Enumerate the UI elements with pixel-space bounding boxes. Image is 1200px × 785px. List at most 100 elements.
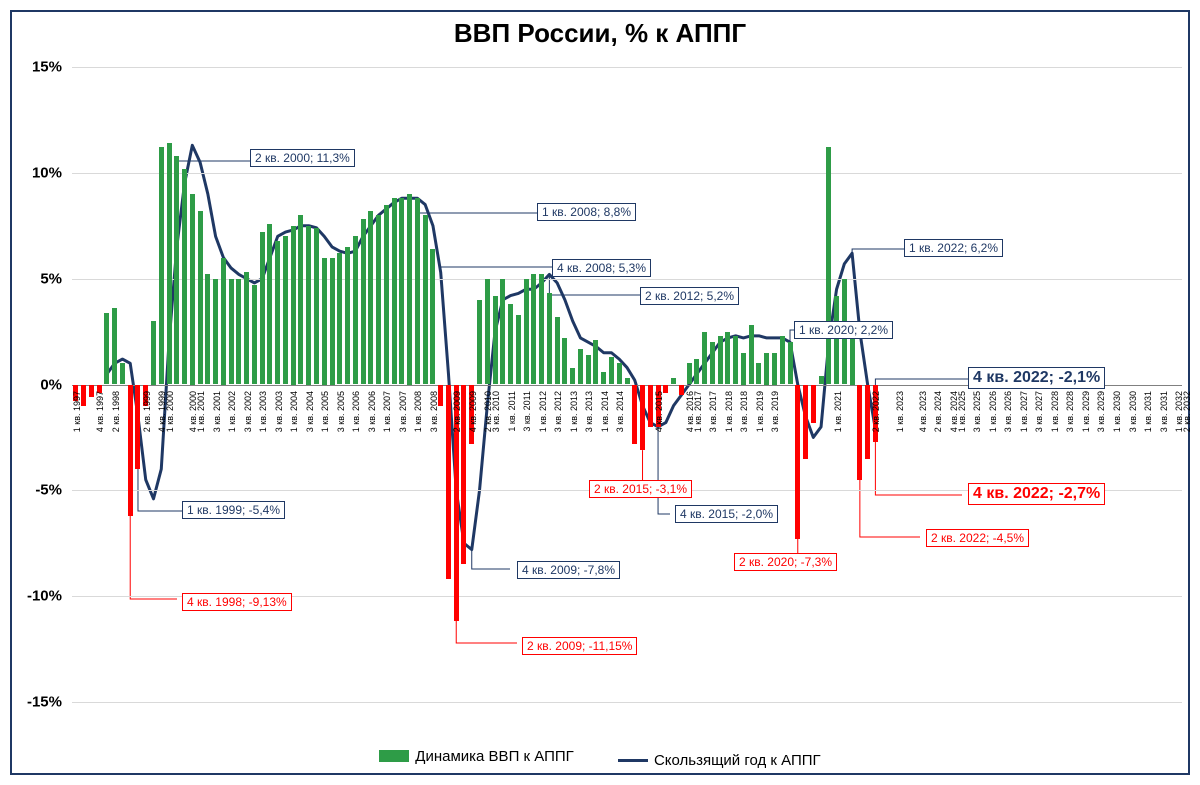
xtick-label: 3 кв. 2017 <box>708 391 718 511</box>
xtick-label: 1 кв. 2023 <box>895 391 905 511</box>
xtick-label: 3 кв. 2012 <box>553 391 563 511</box>
data-bar <box>190 194 195 385</box>
xtick-label: 1 кв. 2004 <box>289 391 299 511</box>
data-bar <box>306 226 311 385</box>
data-bar <box>174 156 179 385</box>
ytick-label: 15% <box>12 59 62 76</box>
xtick-label: 1 кв. 2008 <box>413 391 423 511</box>
data-bar <box>687 363 692 384</box>
xtick-label: 1 кв. 2017 <box>693 391 703 511</box>
data-bar <box>337 253 342 384</box>
callout-label: 2 кв. 2012; 5,2% <box>640 287 739 305</box>
data-bar <box>430 249 435 384</box>
callout-label: 4 кв. 2022; -2,1% <box>968 367 1105 389</box>
xtick-label: 3 кв. 2003 <box>274 391 284 511</box>
xtick-label: 1 кв. 2030 <box>1112 391 1122 511</box>
data-bar <box>749 325 754 384</box>
xtick-label: 3 кв. 2008 <box>429 391 439 511</box>
data-bar <box>213 279 218 385</box>
gridline <box>72 67 1182 68</box>
xtick-label: 1 кв. 2003 <box>258 391 268 511</box>
data-bar <box>702 332 707 385</box>
xtick-label: 3 кв. 2001 <box>212 391 222 511</box>
data-bar <box>524 279 529 385</box>
data-bar <box>780 336 785 385</box>
data-bar <box>353 236 358 384</box>
data-bar <box>399 198 404 384</box>
data-bar <box>562 338 567 385</box>
callout-label: 2 кв. 2022; -4,5% <box>926 529 1029 547</box>
xtick-label: 3 кв. 2031 <box>1159 391 1169 511</box>
data-bar <box>570 368 575 385</box>
data-bar <box>198 211 203 385</box>
xtick-label: 1 кв. 2005 <box>320 391 330 511</box>
data-bar <box>330 258 335 385</box>
legend-line-label: Скользящий год к АППГ <box>654 752 821 769</box>
data-bar <box>314 228 319 385</box>
callout-label: 2 кв. 2020; -7,3% <box>734 553 837 571</box>
xtick-label: 1 кв. 2013 <box>569 391 579 511</box>
legend-swatch-bar <box>379 750 409 762</box>
data-bar <box>539 274 544 384</box>
data-bar <box>671 378 676 384</box>
callout-label: 1 кв. 2020; 2,2% <box>794 321 893 339</box>
xtick-label: 2 кв. 2009 <box>452 391 462 511</box>
data-bar <box>586 355 591 385</box>
xtick-label: 1 кв. 1997 <box>72 391 82 511</box>
callout-label: 1 кв. 2022; 6,2% <box>904 239 1003 257</box>
callout-label: 4 кв. 2022; -2,7% <box>968 483 1105 505</box>
data-bar <box>446 385 451 580</box>
data-bar <box>593 340 598 384</box>
data-bar <box>128 385 133 516</box>
data-bar <box>547 293 552 384</box>
chart-title: ВВП России, % к АППГ <box>12 18 1188 49</box>
xtick-label: 1 кв. 2018 <box>724 391 734 511</box>
xtick-label: 2 кв. 2022 <box>871 391 881 511</box>
xtick-label: 3 кв. 2030 <box>1128 391 1138 511</box>
legend: Динамика ВВП к АППГ Скользящий год к АПП… <box>12 748 1188 770</box>
ytick-label: 10% <box>12 164 62 181</box>
data-bar <box>229 279 234 385</box>
legend-item-line: Скользящий год к АППГ <box>618 752 821 769</box>
xtick-label: 4 кв. 1997 <box>95 391 105 511</box>
data-bar <box>291 226 296 385</box>
xtick-label: 3 кв. 2002 <box>243 391 253 511</box>
ytick-label: -10% <box>12 588 62 605</box>
data-bar <box>275 241 280 385</box>
data-bar <box>733 336 738 385</box>
callout-label: 4 кв. 2015; -2,0% <box>675 505 778 523</box>
data-bar <box>788 342 793 384</box>
data-bar <box>826 147 831 384</box>
legend-swatch-line <box>618 759 648 762</box>
gridline <box>72 173 1182 174</box>
data-bar <box>89 385 94 398</box>
data-bar <box>236 279 241 385</box>
xtick-label: 1 кв. 2021 <box>833 391 843 511</box>
callout-label: 2 кв. 2009; -11,15% <box>522 637 637 655</box>
ytick-label: -15% <box>12 694 62 711</box>
data-bar <box>298 215 303 384</box>
xtick-label: 3 кв. 2006 <box>367 391 377 511</box>
xtick-label: 4 кв. 2009 <box>468 391 478 511</box>
data-bar <box>267 224 272 385</box>
data-bar <box>516 315 521 385</box>
xtick-label: 1 кв. 2007 <box>382 391 392 511</box>
xtick-label: 3 кв. 2004 <box>305 391 315 511</box>
data-bar <box>244 272 249 384</box>
data-bar <box>493 296 498 385</box>
callout-label: 2 кв. 2015; -3,1% <box>589 480 692 498</box>
xtick-label: 2 кв. 2032 <box>1182 391 1192 511</box>
data-bar <box>718 336 723 385</box>
data-bar <box>772 353 777 385</box>
data-bar <box>710 342 715 384</box>
xtick-label: 3 кв. 2019 <box>770 391 780 511</box>
data-bar <box>508 304 513 384</box>
data-bar <box>376 215 381 384</box>
data-bar <box>795 385 800 540</box>
data-bar <box>461 385 466 565</box>
data-bar <box>834 296 839 385</box>
xtick-label: 2 кв. 1998 <box>111 391 121 511</box>
data-bar <box>648 385 653 427</box>
data-bar <box>857 385 862 480</box>
data-bar <box>104 313 109 385</box>
